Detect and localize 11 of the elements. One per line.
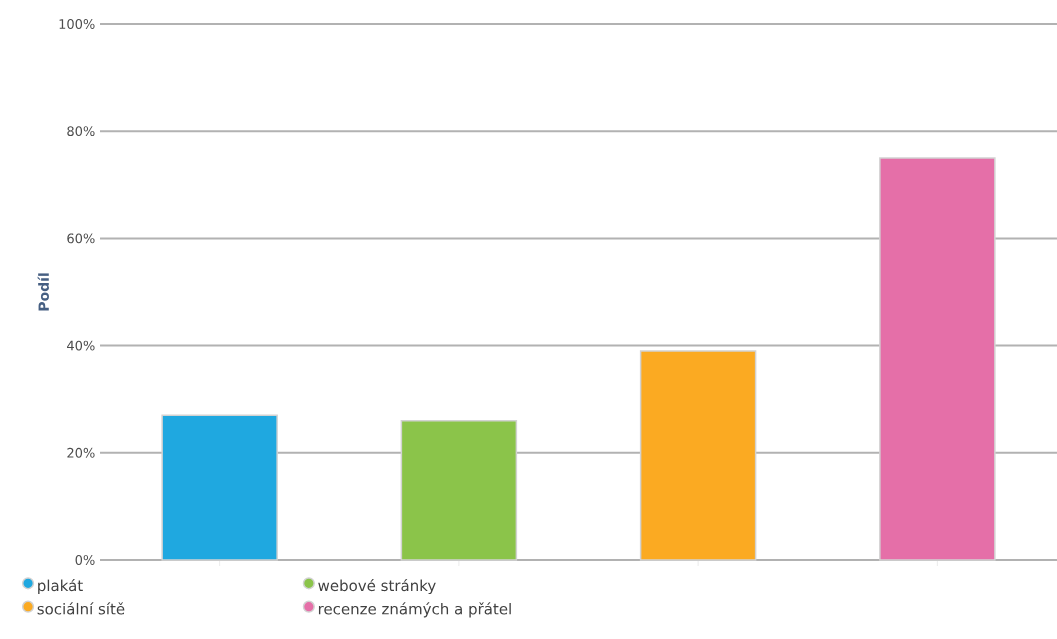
legend-label: webové stránky [318, 579, 436, 595]
y-tick-label: 60% [67, 233, 95, 244]
y-axis-title: Podíl [37, 273, 49, 311]
y-tick-label: 80% [67, 126, 95, 137]
y-tick-label: 100% [59, 19, 95, 29]
y-tick-label: 40% [67, 340, 95, 351]
legend-label: plakát [38, 579, 83, 595]
y-tick-label: 0% [75, 555, 95, 565]
legend-label: sociální sítě [37, 602, 125, 615]
y-tick-label: 20% [67, 447, 95, 458]
legend-label: recenze známých a přátel [318, 602, 511, 618]
